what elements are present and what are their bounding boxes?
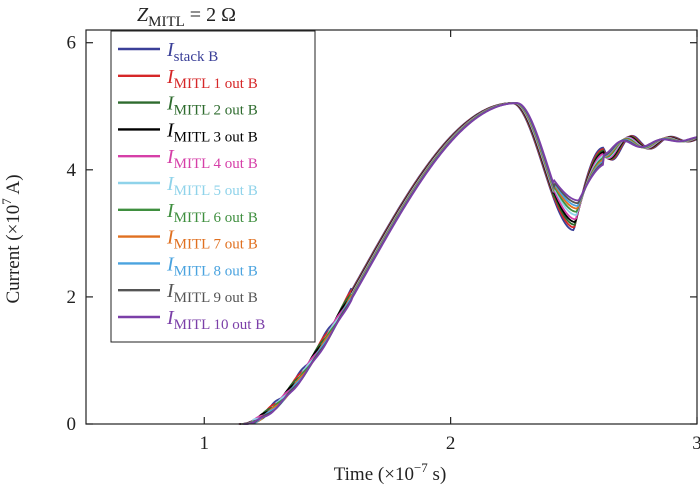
legend-entry: IMITL 4 out B	[166, 146, 258, 172]
plot-frame	[85, 29, 698, 425]
svg-text:ZMITL = 2 Ω: ZMITL = 2 Ω	[137, 4, 236, 30]
legend-entry-subscript: MITL 1 out B	[174, 76, 258, 92]
legend-entry: Istack B	[166, 39, 218, 65]
legend-entry-symbol: I	[166, 280, 175, 302]
legend-entry-symbol: I	[166, 227, 175, 249]
legend-entry-subscript: stack B	[174, 49, 219, 65]
legend-entry: IMITL 9 out B	[166, 280, 258, 306]
chart-title: ZMITL = 2 Ω	[137, 4, 236, 30]
legend-entry-subscript: MITL 10 out B	[174, 317, 266, 333]
y-tick-label: 0	[67, 414, 77, 435]
y-tick-label: 4	[67, 160, 77, 181]
y-tick-label: 6	[67, 33, 77, 54]
legend-entry-subscript: MITL 3 out B	[174, 129, 258, 145]
x-tick-label: 1	[200, 433, 210, 454]
legend-entry-symbol: I	[166, 66, 175, 88]
y-axis-title-sup: 7	[0, 198, 14, 205]
y-axis-title-main: Current (×10	[3, 205, 24, 304]
y-axis-title: Current (×107 A)	[0, 174, 24, 303]
x-tick-label: 3	[692, 433, 700, 454]
legend-entry: IMITL 3 out B	[166, 119, 258, 145]
legend-entry-subscript: MITL 4 out B	[174, 156, 258, 172]
legend-entry-symbol: I	[166, 146, 175, 168]
legend-entry: IMITL 5 out B	[166, 173, 258, 199]
legend-entry: IMITL 6 out B	[166, 200, 258, 226]
legend-entry: IMITL 1 out B	[166, 66, 258, 92]
x-axis-title-rest: s)	[428, 464, 446, 485]
legend-entry: IMITL 8 out B	[166, 253, 258, 279]
title-subscript: MITL	[148, 14, 185, 30]
series-line-11	[243, 102, 698, 425]
legend-entry-symbol: I	[166, 307, 175, 329]
legend-entry-subscript: MITL 7 out B	[174, 237, 258, 253]
x-axis-title-main: Time (×10	[334, 464, 414, 485]
legend-entry-symbol: I	[166, 119, 175, 141]
y-axis-title-rest: A)	[3, 174, 24, 198]
legend-entry-symbol: I	[166, 173, 175, 195]
legend-entry-subscript: MITL 6 out B	[174, 210, 258, 226]
title-rest: = 2 Ω	[185, 4, 236, 26]
x-axis-title-sup: −7	[414, 460, 428, 475]
legend-entry-subscript: MITL 5 out B	[174, 183, 258, 199]
legend-entry-symbol: I	[166, 200, 175, 222]
legend-entry-symbol: I	[166, 93, 175, 115]
legend-entry: IMITL 10 out B	[166, 307, 265, 333]
legend-entry: IMITL 2 out B	[166, 93, 258, 119]
title-main: Z	[137, 4, 149, 26]
x-axis-title: Time (×10−7 s)	[334, 460, 447, 485]
legend-entry-symbol: I	[166, 253, 175, 275]
legend-entry: IMITL 7 out B	[166, 227, 258, 253]
legend-entry-subscript: MITL 8 out B	[174, 263, 258, 279]
y-axis: 0 2 4 6	[67, 33, 697, 435]
y-tick-label: 2	[67, 287, 77, 308]
legend-entry-symbol: I	[166, 39, 175, 61]
legend-entry-subscript: MITL 9 out B	[174, 290, 258, 306]
legend-entry-subscript: MITL 2 out B	[174, 103, 258, 119]
series-layer	[238, 102, 698, 425]
x-tick-label: 2	[446, 433, 456, 454]
